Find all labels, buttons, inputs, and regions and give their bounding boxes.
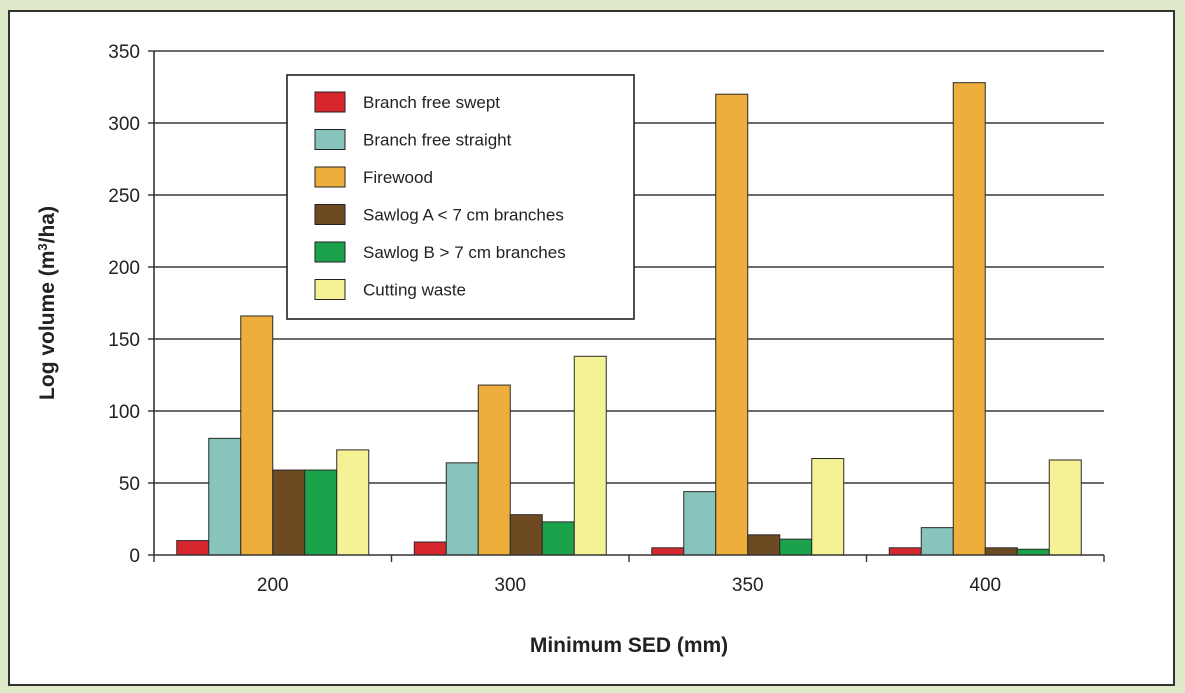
bar [1016, 548, 1050, 556]
chart-frame: 0 50 100 150 200 250 300 350 200 300 350 400 Minim… [8, 10, 1175, 686]
y-tick-label: 50 [119, 474, 140, 495]
y-axis-title-tail: /ha) [36, 206, 59, 243]
bar [651, 547, 685, 556]
legend-swatch [314, 241, 346, 263]
y-tick-label: 150 [108, 330, 140, 351]
bar [573, 355, 607, 556]
legend-swatch [314, 279, 346, 300]
x-tick-label: 350 [732, 575, 764, 596]
bar [683, 491, 717, 556]
legend-swatch [314, 129, 346, 150]
x-tick-label: 300 [494, 575, 526, 596]
bar [779, 538, 813, 556]
legend-swatch [314, 204, 346, 225]
legend-label: Cutting waste [363, 281, 466, 300]
bar [920, 527, 954, 556]
y-axis-title: Log volume (m3/ha) [35, 206, 60, 400]
x-axis-title: Minimum SED (mm) [530, 634, 728, 657]
legend-label: Sawlog A < 7 cm branches [363, 206, 564, 225]
bar [176, 540, 210, 556]
bar [240, 315, 274, 556]
legend: Branch free swept Branch free straight Fir… [286, 74, 635, 320]
bar [272, 469, 306, 556]
bar [715, 93, 749, 556]
legend-label: Firewood [363, 168, 433, 187]
y-tick-label: 200 [108, 258, 140, 279]
legend-swatch [314, 166, 346, 188]
legend-box [286, 74, 635, 320]
y-axis-title-superscript: 3 [35, 243, 50, 250]
bar [208, 437, 242, 556]
bar [952, 82, 986, 556]
bar [509, 514, 543, 556]
legend-swatch [314, 91, 346, 113]
bar [541, 521, 575, 556]
bar [747, 534, 781, 556]
legend-label: Branch free straight [363, 131, 512, 150]
y-tick-label: 300 [108, 114, 140, 135]
y-tick-label: 350 [108, 42, 140, 63]
y-tick-label: 250 [108, 186, 140, 207]
bar [336, 449, 370, 556]
x-tick-label: 400 [969, 575, 1001, 596]
bar [1048, 459, 1082, 556]
bar [888, 547, 922, 556]
legend-label: Branch free swept [363, 93, 500, 112]
bar [413, 541, 447, 556]
chart: 0 50 100 150 200 250 300 350 200 300 350 400 Minim… [35, 42, 1105, 657]
bar [477, 384, 511, 556]
y-axis-title-main: Log volume (m [36, 251, 59, 400]
bar [304, 469, 338, 556]
x-tick-label: 200 [257, 575, 289, 596]
bar [984, 547, 1018, 556]
bar [445, 462, 479, 556]
legend-label: Sawlog B > 7 cm branches [363, 243, 566, 262]
y-tick-label: 100 [108, 402, 140, 423]
bar [811, 458, 845, 556]
y-tick-label: 0 [129, 546, 140, 567]
